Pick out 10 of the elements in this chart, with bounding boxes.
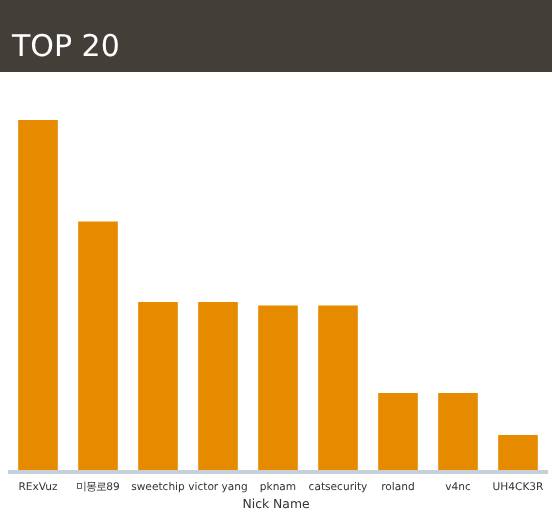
bar bbox=[198, 302, 238, 470]
bar bbox=[78, 221, 118, 470]
bar bbox=[18, 120, 58, 470]
bar bbox=[498, 435, 538, 470]
bar bbox=[138, 302, 178, 470]
bar bbox=[318, 305, 358, 470]
bar bbox=[258, 305, 298, 470]
bar bbox=[438, 393, 478, 470]
chart-title: TOP 20 bbox=[10, 28, 120, 64]
bar bbox=[378, 393, 418, 470]
